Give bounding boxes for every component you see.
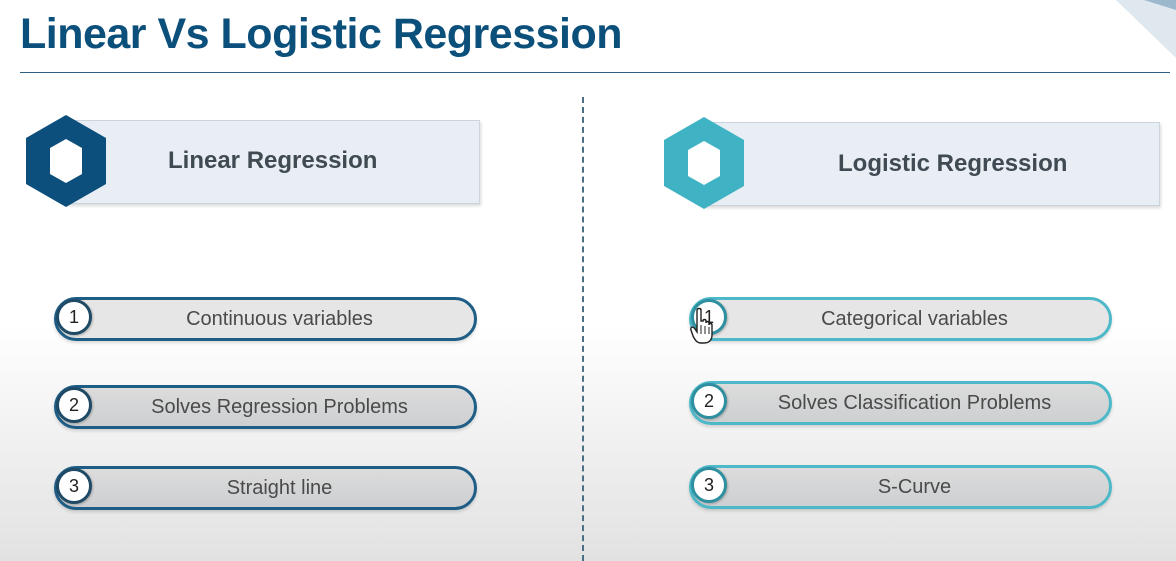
linear-item-1-text: Continuous variables [186,307,373,330]
column-divider [582,97,584,561]
linear-item-3: 3 Straight line [54,466,477,510]
logistic-item-1: 1 Categorical variables [689,297,1112,341]
linear-item-1: 1 Continuous variables [54,297,477,341]
linear-item-2-text: Solves Regression Problems [151,395,408,418]
number-badge: 2 [691,383,727,419]
corner-decoration [1116,0,1176,58]
logistic-item-3: 3 S-Curve [689,465,1112,509]
number-badge: 3 [56,468,92,504]
logistic-regression-heading: Logistic Regression [838,150,1068,177]
logistic-item-1-text: Categorical variables [821,307,1008,330]
hexagon-icon [664,117,744,209]
logistic-item-2-text: Solves Classification Problems [777,391,1052,414]
logistic-item-2: 2 Solves Classification Problems [689,381,1112,425]
number-badge: 3 [691,467,727,503]
linear-item-3-text: Straight line [226,476,333,499]
logistic-regression-header [704,122,1160,206]
number-badge: 1 [56,299,92,335]
linear-item-2: 2 Solves Regression Problems [54,385,477,429]
linear-regression-heading: Linear Regression [168,147,378,174]
hexagon-icon [26,115,106,207]
page-title: Linear Vs Logistic Regression [20,10,623,58]
title-divider [20,72,1170,73]
logistic-item-3-text: S-Curve [877,475,952,498]
number-badge: 2 [56,387,92,423]
hand-cursor-icon [690,307,713,344]
linear-regression-header [66,120,480,204]
